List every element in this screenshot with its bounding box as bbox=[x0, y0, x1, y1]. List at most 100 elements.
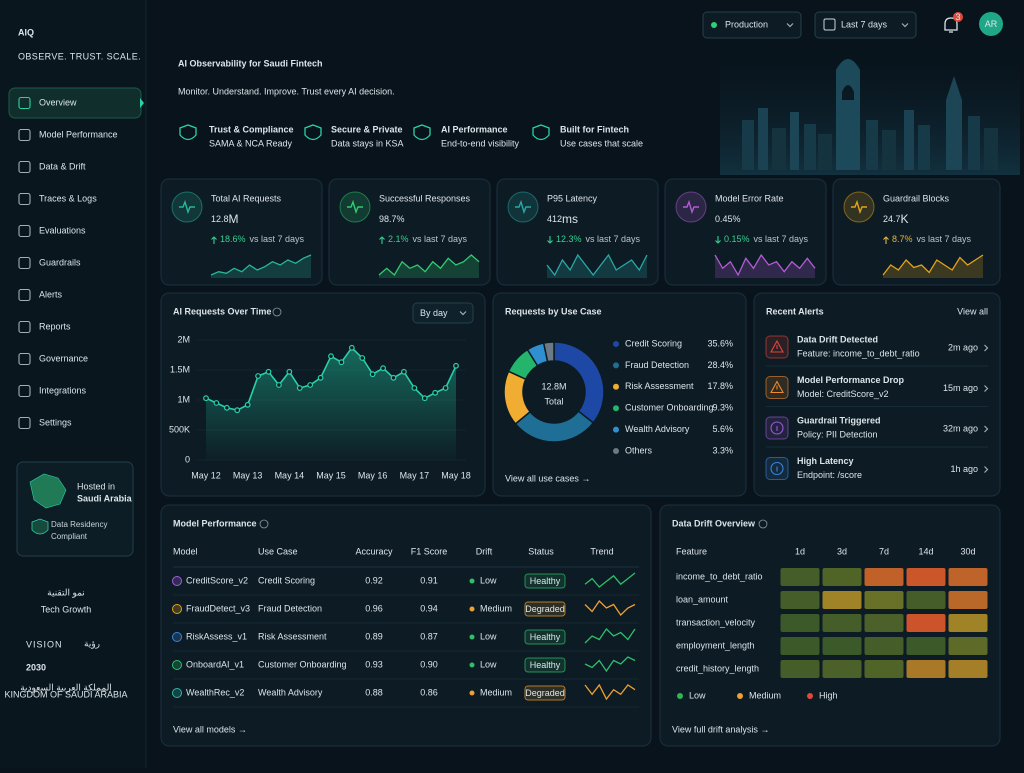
model-name: OnboardAI_v1 bbox=[186, 659, 244, 669]
feature-name: credit_history_length bbox=[676, 663, 759, 673]
x-tick-label: May 12 bbox=[191, 470, 221, 480]
column-header: Accuracy bbox=[355, 546, 393, 556]
nav-item[interactable]: Guardrails bbox=[39, 257, 81, 267]
nav-icon bbox=[18, 416, 31, 430]
nav-item[interactable]: Overview bbox=[39, 97, 77, 107]
heat-cell bbox=[780, 614, 820, 632]
nav-item[interactable]: Data & Drift bbox=[39, 161, 86, 171]
environment-select[interactable] bbox=[702, 11, 802, 39]
feature-name: income_to_debt_ratio bbox=[676, 571, 763, 581]
panel-group: Model Performance Model Use Case Accuracy F1… bbox=[160, 504, 652, 747]
panel-group: Recent Alerts View all Data Drift Detected… bbox=[753, 292, 1001, 497]
feature-icon bbox=[179, 124, 197, 141]
alert-detail: Model: CreditScore_v2 bbox=[797, 389, 889, 399]
column-header: Feature bbox=[676, 546, 707, 556]
line-point bbox=[338, 359, 345, 366]
kpi-change-value: 8.7% bbox=[892, 234, 913, 244]
info-icon bbox=[272, 307, 282, 317]
link[interactable]: View full drift analysis → bbox=[672, 724, 769, 734]
line-point bbox=[244, 401, 251, 408]
vision-arabic: رؤية bbox=[84, 638, 100, 649]
accuracy: 0.88 bbox=[365, 687, 383, 697]
link[interactable]: View all bbox=[957, 306, 988, 316]
hosted-country: Saudi Arabia bbox=[77, 493, 133, 503]
nav-icon bbox=[18, 384, 31, 398]
nav-item[interactable]: Alerts bbox=[39, 289, 63, 299]
value-label: 3.3% bbox=[712, 445, 733, 455]
nav-item[interactable]: Evaluations bbox=[39, 225, 86, 235]
nav-item[interactable]: Reports bbox=[39, 321, 71, 331]
kpi-change-value: 2.1% bbox=[388, 234, 409, 244]
kpi-value: 98.7% bbox=[379, 214, 405, 224]
environment-dot bbox=[711, 22, 717, 28]
sparkline bbox=[714, 253, 816, 277]
alert-time: 2m ago bbox=[948, 342, 978, 352]
status: Degraded bbox=[525, 688, 565, 698]
heat-cell bbox=[906, 660, 946, 678]
range-select[interactable] bbox=[814, 11, 917, 39]
x-tick-label: May 17 bbox=[400, 470, 430, 480]
drift-dot bbox=[469, 578, 475, 584]
kpi-comparison: vs last 7 days bbox=[754, 234, 809, 244]
legend-dot bbox=[613, 362, 619, 369]
info-icon bbox=[758, 519, 768, 529]
sparkline bbox=[210, 254, 312, 276]
nav-item[interactable]: Model Performance bbox=[39, 129, 118, 139]
alert-icon bbox=[770, 380, 784, 394]
nav-item[interactable]: Settings bbox=[39, 417, 72, 427]
use-case: Credit Scoring bbox=[258, 575, 315, 585]
feature-title: Secure & Private bbox=[331, 124, 403, 134]
sparkline bbox=[584, 572, 636, 588]
feature-icon bbox=[304, 124, 322, 141]
nav-item[interactable]: Integrations bbox=[39, 385, 87, 395]
link[interactable]: View all models → bbox=[173, 724, 247, 734]
kpi-value-unit: ms bbox=[562, 212, 578, 226]
kpi-comparison: vs last 7 days bbox=[413, 234, 468, 244]
y-tick-label: 500K bbox=[169, 424, 190, 434]
kpi-change: 8.7% vs last 7 days bbox=[892, 234, 972, 244]
kpi-value: 412ms bbox=[547, 212, 578, 226]
nav-item[interactable]: Traces & Logs bbox=[39, 193, 97, 203]
line-point bbox=[276, 382, 282, 388]
alert-title: Data Drift Detected bbox=[797, 334, 878, 344]
legend-label: Credit Scoring bbox=[625, 338, 682, 348]
residency-text: Data Residency Compliant bbox=[51, 520, 108, 541]
status: Healthy bbox=[530, 660, 561, 670]
drift-level: Low bbox=[480, 575, 497, 585]
feature-icon bbox=[532, 124, 550, 141]
kpi-change-arrow bbox=[715, 236, 721, 244]
skyline bbox=[720, 40, 1020, 175]
panel-group: Requests by Use Case Credit Scoring 35.6% F… bbox=[492, 292, 747, 497]
heat-cell bbox=[906, 591, 946, 609]
line-point bbox=[307, 382, 314, 388]
period-header: 14d bbox=[918, 546, 933, 556]
f1-score: 0.91 bbox=[420, 575, 438, 585]
legend-label: Others bbox=[625, 445, 653, 455]
panel-group: P95 Latency 412ms 12.3% vs last 7 days bbox=[496, 178, 659, 286]
drift-dot bbox=[469, 690, 475, 696]
kpi-comparison: vs last 7 days bbox=[917, 234, 972, 244]
kpi-comparison: vs last 7 days bbox=[586, 234, 641, 244]
line-point bbox=[223, 404, 230, 411]
kpi-value: 12.8M bbox=[211, 212, 239, 226]
heat-cell bbox=[948, 637, 988, 655]
nav-item[interactable]: Governance bbox=[39, 353, 88, 363]
link[interactable]: View all use cases → bbox=[505, 473, 590, 483]
donut-center-label: Total bbox=[544, 396, 563, 406]
kpi-value-number: 24.7 bbox=[883, 214, 901, 224]
status-pill bbox=[524, 573, 566, 589]
model-icon bbox=[172, 688, 182, 698]
accuracy: 0.93 bbox=[365, 659, 383, 669]
bell-icon[interactable] bbox=[944, 17, 958, 33]
legend-dot bbox=[613, 341, 619, 347]
model-icon bbox=[172, 576, 182, 586]
legend-dot bbox=[613, 448, 619, 454]
sparkline bbox=[584, 627, 636, 644]
heat-cell bbox=[948, 614, 988, 632]
model-icon bbox=[172, 604, 182, 614]
avatar[interactable] bbox=[979, 12, 1003, 36]
chevron bbox=[984, 466, 989, 473]
legend-dot bbox=[613, 405, 619, 412]
chart-control[interactable] bbox=[412, 302, 474, 324]
